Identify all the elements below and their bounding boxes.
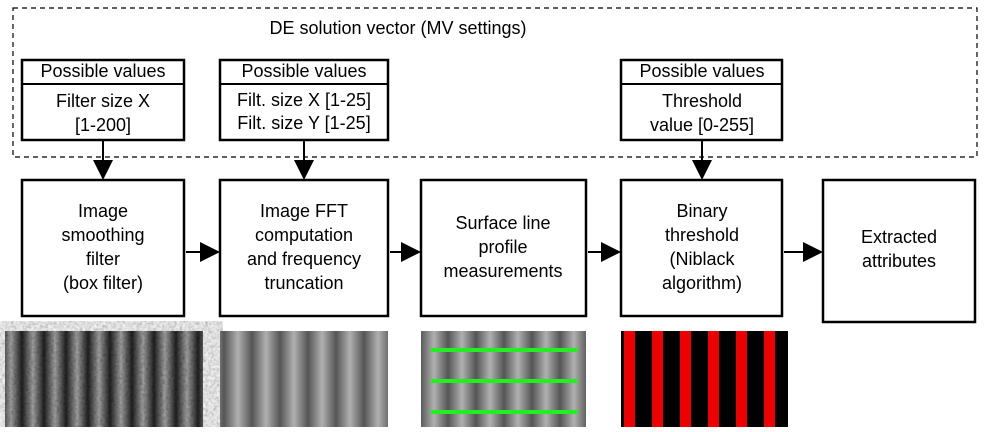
param-box: Possible values Threshold value [0-255] <box>619 58 784 142</box>
step-line: (Niblack <box>669 249 735 269</box>
step-line: algorithm) <box>662 273 742 293</box>
param-header: Possible values <box>639 61 764 81</box>
step-line: measurements <box>443 261 562 281</box>
param-line: Threshold <box>662 91 742 111</box>
fft-image <box>220 331 388 427</box>
param-box: Possible values Filter size X [1-200] <box>20 58 186 142</box>
step-line: smoothing <box>61 225 144 245</box>
step-line: Binary <box>676 201 727 221</box>
threshold-image <box>621 331 788 427</box>
step-box: Surface line profile measurements <box>419 178 588 318</box>
title: DE solution vector (MV settings) <box>269 18 526 38</box>
step-line: Surface line <box>455 213 550 233</box>
param-header: Possible values <box>40 61 165 81</box>
param-header: Possible values <box>241 61 366 81</box>
smoothed-image <box>5 331 203 427</box>
step-box: Image FFT computation and frequency trun… <box>218 178 390 318</box>
param-line: Filt. size Y [1-25] <box>237 113 370 133</box>
param-line: Filt. size X [1-25] <box>237 90 371 110</box>
profile-image <box>421 331 586 427</box>
step-box: Image smoothing filter (box filter) <box>20 178 186 318</box>
step-line: (box filter) <box>63 273 143 293</box>
step-line: threshold <box>665 225 739 245</box>
param-line: Filter size X <box>56 91 150 111</box>
param-line: value [0-255] <box>650 115 754 135</box>
step-line: profile <box>478 237 527 257</box>
param-box: Possible values Filt. size X [1-25] Filt… <box>218 58 390 142</box>
step-line: and frequency <box>247 249 361 269</box>
step-line: Extracted <box>861 227 937 247</box>
arrows <box>93 141 823 262</box>
step-box: Extracted attributes <box>821 178 977 324</box>
param-line: [1-200] <box>75 115 131 135</box>
step-line: truncation <box>264 273 343 293</box>
step-line: attributes <box>862 251 936 271</box>
step-line: Image <box>78 201 128 221</box>
step-line: computation <box>255 225 353 245</box>
step-box: Binary threshold (Niblack algorithm) <box>619 178 784 318</box>
step-line: filter <box>86 249 120 269</box>
step-line: Image FFT <box>260 201 348 221</box>
solution-vector-frame <box>12 7 978 158</box>
